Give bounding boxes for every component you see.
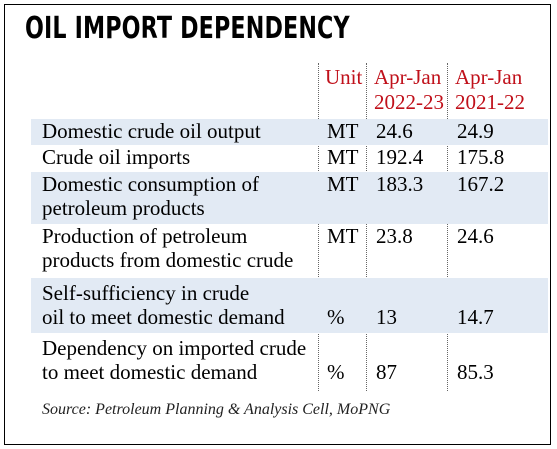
row-value-2021-22: 85.3 <box>457 360 494 384</box>
row-label-line2: petroleum products <box>42 196 205 220</box>
source-note: Source: Petroleum Planning & Analysis Ce… <box>42 401 391 418</box>
table-row: Domestic crude oil output MT 24.6 24.9 <box>31 119 548 145</box>
data-table: Unit Apr-Jan 2022-23 Apr-Jan 2021-22 Dom… <box>31 63 548 391</box>
table-row: Crude oil imports MT 192.4 175.8 <box>31 145 548 172</box>
row-value-2022-23: 23.8 <box>376 224 413 248</box>
row-value-2021-22: 24.6 <box>457 224 494 248</box>
row-value-2022-23: 13 <box>376 305 397 329</box>
row-unit: MT <box>327 172 359 196</box>
row-value-2021-22: 14.7 <box>457 305 494 329</box>
row-value-2021-22: 167.2 <box>457 172 505 196</box>
row-label-line1: Production of petroleum <box>42 224 248 248</box>
table-row: Dependency on imported crude to meet dom… <box>31 333 548 391</box>
table-header: Unit Apr-Jan 2022-23 Apr-Jan 2021-22 <box>31 63 548 119</box>
row-value-2022-23: 183.3 <box>376 172 424 196</box>
row-label: Production of petroleum products from do… <box>42 224 293 272</box>
column-divider <box>366 63 367 391</box>
row-label: Domestic consumption of petroleum produc… <box>42 172 259 220</box>
row-label: Dependency on imported crude to meet dom… <box>42 336 306 384</box>
row-label-line2: oil to meet domestic demand <box>42 305 285 329</box>
column-divider <box>447 63 448 391</box>
column-divider <box>318 63 319 391</box>
row-label-line1: Domestic consumption of <box>42 172 259 196</box>
row-label: Crude oil imports <box>42 145 191 169</box>
row-value-2022-23: 192.4 <box>376 145 424 169</box>
row-value-2022-23: 87 <box>376 360 397 384</box>
row-value-2022-23: 24.6 <box>376 119 413 143</box>
row-unit: MT <box>327 224 359 248</box>
row-label: Self-sufficiency in crude oil to meet do… <box>42 281 285 329</box>
table-row: Production of petroleum products from do… <box>31 224 548 278</box>
row-unit: MT <box>327 145 359 169</box>
row-label-line2: products from domestic crude <box>42 248 294 272</box>
row-value-2021-22: 175.8 <box>457 145 505 169</box>
row-unit: % <box>327 360 345 384</box>
row-unit: % <box>327 305 345 329</box>
table-row: Domestic consumption of petroleum produc… <box>31 172 548 224</box>
header-period-2021-22-line2: 2021-22 <box>455 90 525 114</box>
row-unit: MT <box>327 119 359 143</box>
row-label-line1: Self-sufficiency in crude <box>42 281 250 305</box>
row-value-2021-22: 24.9 <box>457 119 494 143</box>
header-period-2022-23: Apr-Jan 2022-23 <box>374 65 444 115</box>
header-period-2022-23-line1: Apr-Jan <box>374 65 442 89</box>
table-row: Self-sufficiency in crude oil to meet do… <box>31 278 548 333</box>
infographic-title: OIL IMPORT DEPENDENCY <box>25 11 350 46</box>
row-label: Domestic crude oil output <box>42 119 261 143</box>
header-unit: Unit <box>325 65 363 89</box>
header-period-2021-22: Apr-Jan 2021-22 <box>455 65 525 115</box>
header-period-2022-23-line2: 2022-23 <box>374 90 444 114</box>
infographic-frame: OIL IMPORT DEPENDENCY Unit Apr-Jan 2022-… <box>4 4 551 445</box>
row-label-line2: to meet domestic demand <box>42 360 258 384</box>
header-period-2021-22-line1: Apr-Jan <box>455 65 523 89</box>
row-label-line1: Dependency on imported crude <box>42 336 307 360</box>
